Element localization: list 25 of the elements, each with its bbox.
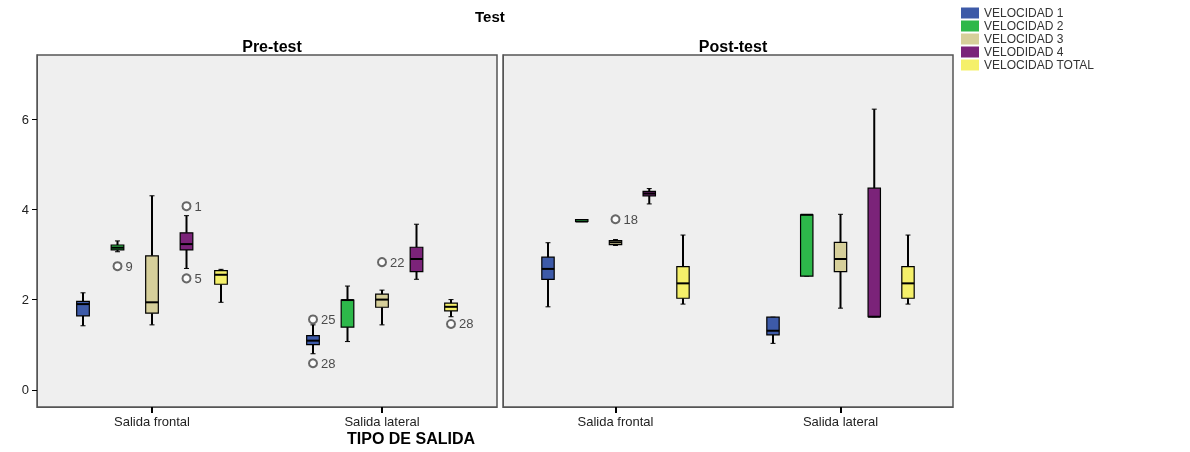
text: Test xyxy=(475,8,505,25)
annotation: 28 xyxy=(459,316,474,332)
legend-label: VELOCIDAD 3 xyxy=(984,32,1064,46)
legend-label: VELOCIDAD 1 xyxy=(984,6,1064,20)
annotation: 22 xyxy=(390,254,405,270)
annotation: 9 xyxy=(125,258,133,274)
x-tick-label: Salida lateral xyxy=(802,414,879,429)
y-tick-label: 6 xyxy=(21,111,29,127)
chart-title: Pre-test xyxy=(242,37,303,55)
annotation: 18 xyxy=(623,211,638,227)
annotation: 1 xyxy=(194,198,202,214)
y-tick-label: 4 xyxy=(21,201,29,217)
annotation: 25 xyxy=(321,311,336,327)
x-axis-title: TIPO DE SALIDA xyxy=(347,429,476,447)
y-tick-label: 2 xyxy=(21,292,29,308)
y-tick-label: 0 xyxy=(21,382,29,398)
legend-label: VELOCIDAD 2 xyxy=(984,19,1064,33)
x-tick-label: Salida frontal xyxy=(114,414,191,429)
chart-title: Post-test xyxy=(698,37,768,55)
legend-label: VELODIDAD 4 xyxy=(984,45,1064,59)
x-tick-label: Salida frontal xyxy=(577,414,654,429)
annotation: 28 xyxy=(321,355,336,371)
annotation: 5 xyxy=(194,270,202,286)
x-tick-label: Salida lateral xyxy=(344,414,420,429)
legend-label: VELOCIDAD TOTAL xyxy=(984,58,1095,72)
